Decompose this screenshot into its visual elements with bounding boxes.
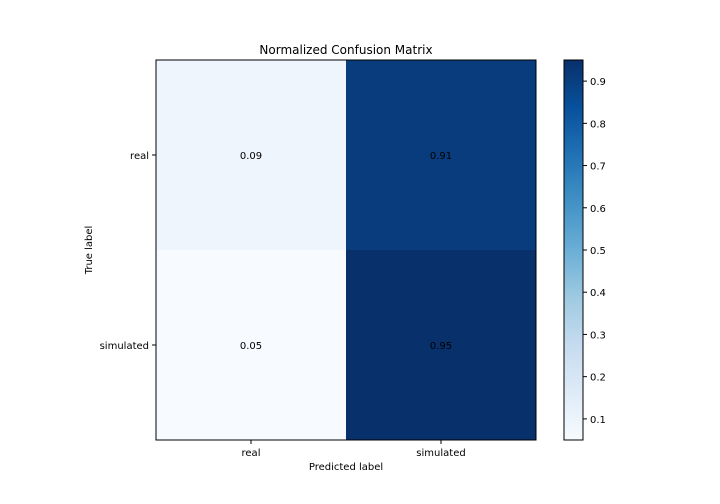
y-tick-label: real — [130, 151, 149, 162]
colorbar-tick-label: 0.9 — [590, 77, 606, 88]
chart-title: Normalized Confusion Matrix — [259, 43, 432, 57]
plot-frame — [155, 59, 537, 441]
x-axis: real simulated — [242, 440, 466, 459]
colorbar-tick-label: 0.8 — [590, 119, 606, 130]
heatmap-cell — [346, 250, 536, 440]
colorbar: 0.1 0.2 0.3 0.4 0.5 0.6 0.7 0.8 0.9 — [563, 59, 606, 441]
colorbar-tick-label: 0.7 — [590, 162, 606, 173]
colorbar-tick-label: 0.4 — [590, 288, 606, 299]
colorbar-tick-label: 0.2 — [590, 373, 606, 384]
colorbar-gradient — [563, 59, 584, 441]
x-axis-label: Predicted label — [309, 462, 383, 473]
cell-value-label: 0.09 — [240, 151, 262, 162]
heatmap-cell — [346, 60, 536, 250]
colorbar-tick-label: 0.1 — [590, 415, 606, 426]
y-axis-label: True label — [84, 226, 95, 276]
heatmap-cell — [156, 60, 346, 250]
cell-value-label: 0.91 — [430, 151, 452, 162]
y-axis: real simulated — [100, 151, 156, 352]
cell-value-label: 0.05 — [240, 341, 262, 352]
colorbar-tick-label: 0.3 — [590, 330, 606, 341]
cell-value-label: 0.95 — [430, 341, 452, 352]
heatmap-cells: 0.09 0.91 0.05 0.95 — [155, 59, 537, 441]
x-tick-label: real — [242, 448, 261, 459]
heatmap-cell — [156, 250, 346, 440]
y-tick-label: simulated — [100, 341, 149, 352]
colorbar-tick-label: 0.5 — [590, 246, 606, 257]
colorbar-tick-label: 0.6 — [590, 204, 606, 215]
x-tick-label: simulated — [416, 448, 465, 459]
